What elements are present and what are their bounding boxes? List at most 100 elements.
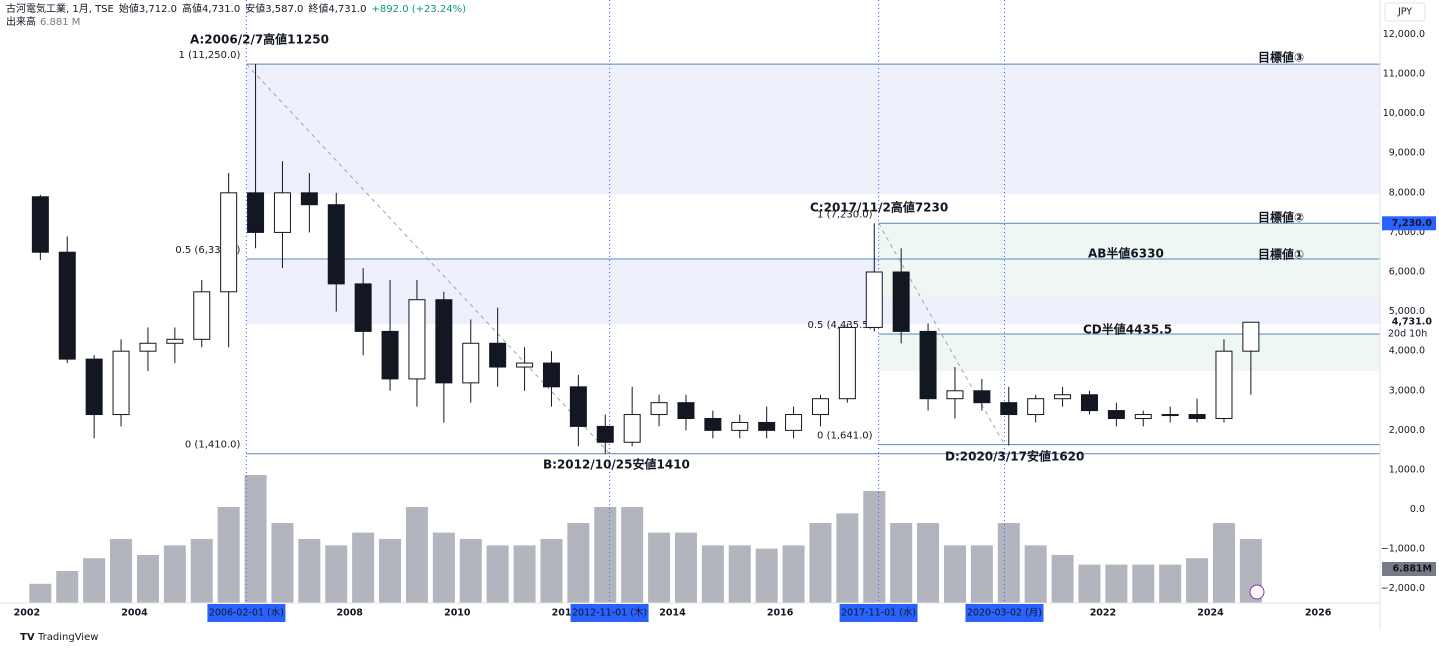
fib-zone <box>878 333 1380 371</box>
volume-bar <box>1186 558 1209 603</box>
volume-bar <box>298 539 321 603</box>
annotation: C:2017/11/2高値7230 <box>810 200 948 215</box>
volume-name: 出来高 <box>6 15 36 28</box>
volume-bar <box>56 571 79 603</box>
candle-body <box>516 362 534 368</box>
date-marker-box <box>965 604 1044 622</box>
candle-body <box>865 271 883 328</box>
date-marker-label: 2006-02-01 (水) <box>209 607 284 619</box>
volume-bar <box>621 507 644 603</box>
level-tag: 7,230.0 <box>1392 218 1433 229</box>
annotation: CD半値4435.5 <box>1083 322 1172 337</box>
fib-zone <box>246 64 1380 195</box>
volume-bar <box>1212 523 1235 603</box>
volume-bar <box>29 583 52 603</box>
quote-item: 高値4,731.0 <box>182 2 240 15</box>
candle-body <box>1054 394 1072 400</box>
volume-bar <box>648 532 671 603</box>
volume-bar <box>136 555 159 603</box>
volume-bar <box>997 523 1020 603</box>
fib-level-label: 0.5 (4,435.5) <box>808 320 873 331</box>
candle-body <box>354 283 372 332</box>
volume-bar <box>513 545 536 603</box>
volume-tag-box <box>1382 562 1436 576</box>
fib-level-label: 1 (11,250.0) <box>179 50 241 61</box>
x-tick-label: 2008 <box>336 608 363 619</box>
volume-bar <box>567 523 590 603</box>
quote-item: 安値3,587.0 <box>245 2 303 15</box>
volume-bar <box>486 545 509 603</box>
volume-bar <box>190 539 213 603</box>
candle-body <box>973 390 991 404</box>
volume-bar <box>459 539 482 603</box>
date-marker-label: 2012-11-01 (木) <box>572 607 647 619</box>
candle-body <box>139 342 157 352</box>
date-marker-label: 2020-03-02 (月) <box>967 608 1042 619</box>
candle-body <box>1242 321 1260 352</box>
annotation: AB半値6330 <box>1088 246 1164 261</box>
candle-body <box>327 204 345 285</box>
y-tick-label: 10,000.0 <box>1383 108 1425 119</box>
fib-level-label: 0.5 (6,330.0) <box>175 245 240 256</box>
fib-level-label: 1 (7,230.0) <box>817 209 873 220</box>
volume-bar <box>1132 564 1155 603</box>
x-tick-label: 2026 <box>1305 608 1332 619</box>
trend-diagonal <box>878 223 1005 445</box>
volume-bar <box>405 507 428 603</box>
currency-box[interactable] <box>1384 2 1426 22</box>
annotation: 目標値① <box>1258 247 1304 262</box>
volume-bar <box>728 545 751 603</box>
volume-bar <box>325 545 348 603</box>
date-marker-box <box>570 604 649 622</box>
candle-body <box>811 398 829 416</box>
candle-body <box>704 417 722 431</box>
candle-body <box>273 192 291 233</box>
last-price-box <box>1382 315 1436 330</box>
countdown: 20d 10h <box>1388 329 1427 340</box>
alert-icon[interactable] <box>1249 584 1265 600</box>
currency[interactable]: JPY <box>1397 7 1412 18</box>
annotation: A:2006/2/7高値11250 <box>190 32 329 47</box>
x-tick-label: 2024 <box>1197 608 1224 619</box>
date-marker-box <box>839 604 918 622</box>
candle-body <box>1107 410 1125 419</box>
y-tick-label: 4,000.0 <box>1389 346 1425 357</box>
candle-body <box>489 342 507 368</box>
candle-body <box>462 342 480 384</box>
candle-body <box>166 338 184 344</box>
date-marker-box <box>207 604 286 622</box>
candle-body <box>220 192 238 293</box>
candle-body <box>1134 414 1152 419</box>
volume-bar <box>594 507 617 603</box>
candle-body <box>892 271 910 332</box>
volume-bar <box>540 539 563 603</box>
candle-body <box>300 192 318 206</box>
y-tick-label: 11,000.0 <box>1383 69 1425 80</box>
candle-body <box>542 362 560 388</box>
volume-header: 出来高 6.881 M <box>6 15 80 28</box>
y-tick-label: −2,000.0 <box>1381 583 1425 594</box>
y-tick-label: 2,000.0 <box>1389 425 1425 436</box>
x-tick-label: 2010 <box>444 608 471 619</box>
fib-level-label: 0 (1,410.0) <box>185 440 241 451</box>
volume-bar <box>970 545 993 603</box>
candle-body <box>1215 350 1233 419</box>
brand: TradingView <box>37 632 98 643</box>
volume-bar <box>432 532 455 603</box>
candle-body <box>569 386 587 427</box>
candle-body <box>677 402 695 419</box>
y-tick-label: 1,000.0 <box>1389 464 1425 475</box>
volume-bar <box>836 513 859 603</box>
volume-bar <box>863 491 886 603</box>
candle-body <box>919 330 937 400</box>
y-tick-label: 5,000.0 <box>1389 306 1425 317</box>
volume-bar <box>943 545 966 603</box>
y-tick-label: 6,000.0 <box>1389 267 1425 278</box>
header: 古河電気工業, 1月, TSE 始値3,712.0 高値4,731.0 安値3,587… <box>6 2 466 15</box>
x-tick-label: 2016 <box>767 608 794 619</box>
plot-area: 1 (11,250.0) 0.5 (6,330.0) 0 (1,410.0) 1 (7… <box>29 0 1380 603</box>
y-tick-label: 0.0 <box>1410 504 1425 515</box>
candle-body <box>596 425 614 443</box>
candle-body <box>85 358 103 416</box>
